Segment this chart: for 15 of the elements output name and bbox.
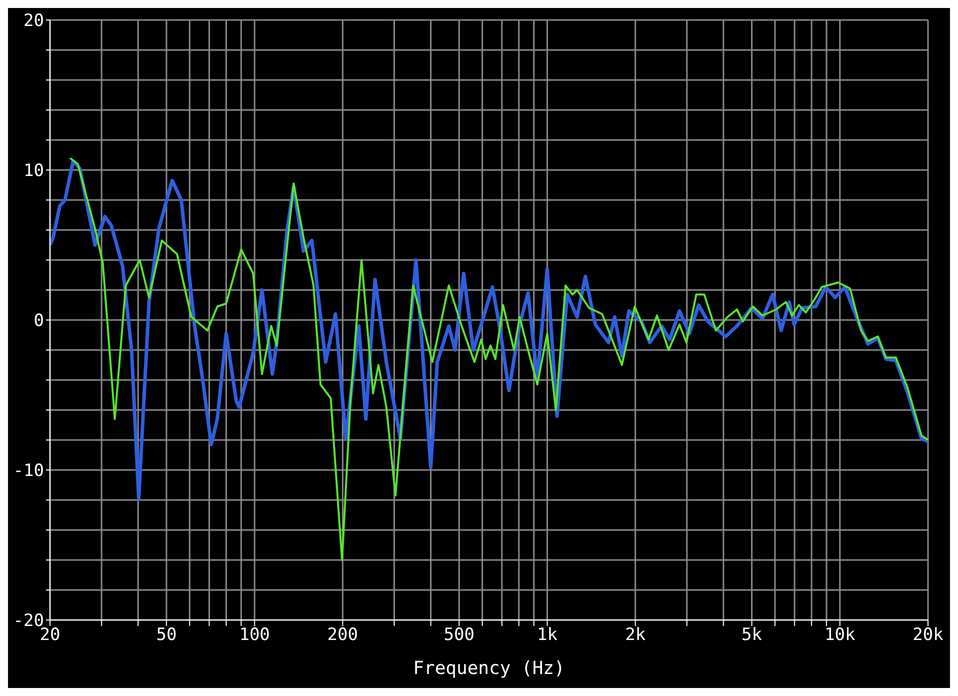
x-axis-title: Frequency (Hz) [413, 658, 565, 679]
x-tick-label: 100 [239, 625, 270, 646]
y-tick-label: 0 [34, 311, 44, 332]
x-tick-label: 2k [625, 625, 646, 646]
x-tick-label: 1k [536, 625, 558, 646]
x-tick-label: 500 [444, 625, 474, 646]
x-tick-label: 10k [824, 625, 856, 646]
y-tick-label: 20 [24, 11, 44, 32]
x-tick-label: 20k [912, 625, 944, 646]
y-tick-label: -10 [13, 461, 44, 482]
x-tick-label: 20 [40, 625, 60, 646]
y-tick-label: 10 [24, 161, 44, 182]
x-tick-label: 50 [156, 625, 177, 646]
x-tick-label: 200 [327, 625, 358, 646]
x-tick-label: 5k [742, 625, 762, 646]
